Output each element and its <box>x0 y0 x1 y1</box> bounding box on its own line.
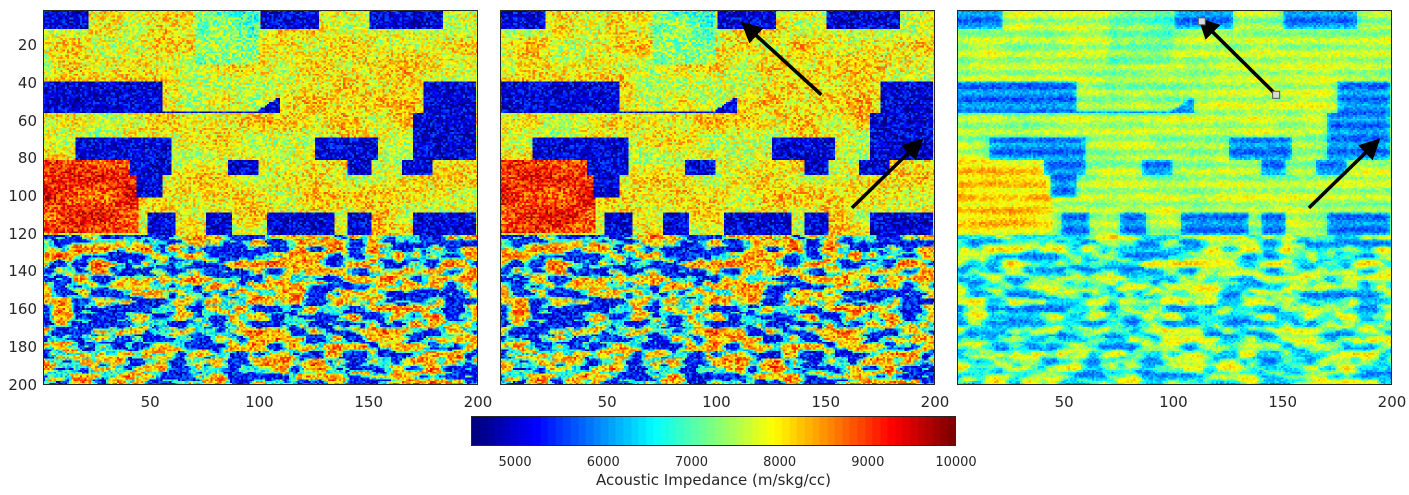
x-tick-label: 100 <box>245 393 274 411</box>
colorbar-tick-label: 8000 <box>763 455 797 470</box>
x-tick-label: 200 <box>920 393 950 411</box>
y-tick-label: 60 <box>17 111 37 130</box>
colorbar-tick-label: 6000 <box>586 455 620 470</box>
y-tick-label: 200 <box>8 375 37 394</box>
heatmap-image-1 <box>43 10 478 385</box>
y-tick-label: 100 <box>8 187 37 206</box>
x-tick-label: 150 <box>1268 393 1298 411</box>
y-tick-label: 140 <box>8 262 37 281</box>
y-tick-label: 20 <box>17 36 37 55</box>
colorbar-tick-label: 5000 <box>498 455 532 470</box>
x-tick-label: 50 <box>140 393 160 411</box>
heatmap-panel-2 <box>500 10 935 385</box>
colorbar-tick-label: 10000 <box>935 455 977 470</box>
colorbar <box>471 416 956 446</box>
colorbar-label: Acoustic Impedance (m/skg/cc) <box>596 471 831 489</box>
y-tick-label: 80 <box>17 149 37 168</box>
y-tick-label: 40 <box>17 73 37 92</box>
colorbar-tick-label: 7000 <box>674 455 708 470</box>
heatmap-panel-3 <box>957 10 1392 385</box>
x-tick-label: 50 <box>597 393 617 411</box>
y-tick-label: 180 <box>8 337 37 356</box>
colorbar-tick-label: 9000 <box>851 455 885 470</box>
x-tick-label: 200 <box>1377 393 1407 411</box>
x-tick-label: 150 <box>354 393 384 411</box>
y-tick-label: 120 <box>8 224 37 243</box>
heatmap-panel-1 <box>43 10 478 385</box>
x-tick-label: 200 <box>463 393 493 411</box>
x-tick-label: 50 <box>1054 393 1074 411</box>
x-tick-label: 100 <box>1159 393 1188 411</box>
x-tick-label: 100 <box>702 393 731 411</box>
heatmap-image-3 <box>957 10 1392 385</box>
x-tick-label: 150 <box>811 393 841 411</box>
heatmap-image-2 <box>500 10 935 385</box>
y-tick-label: 160 <box>8 300 37 319</box>
